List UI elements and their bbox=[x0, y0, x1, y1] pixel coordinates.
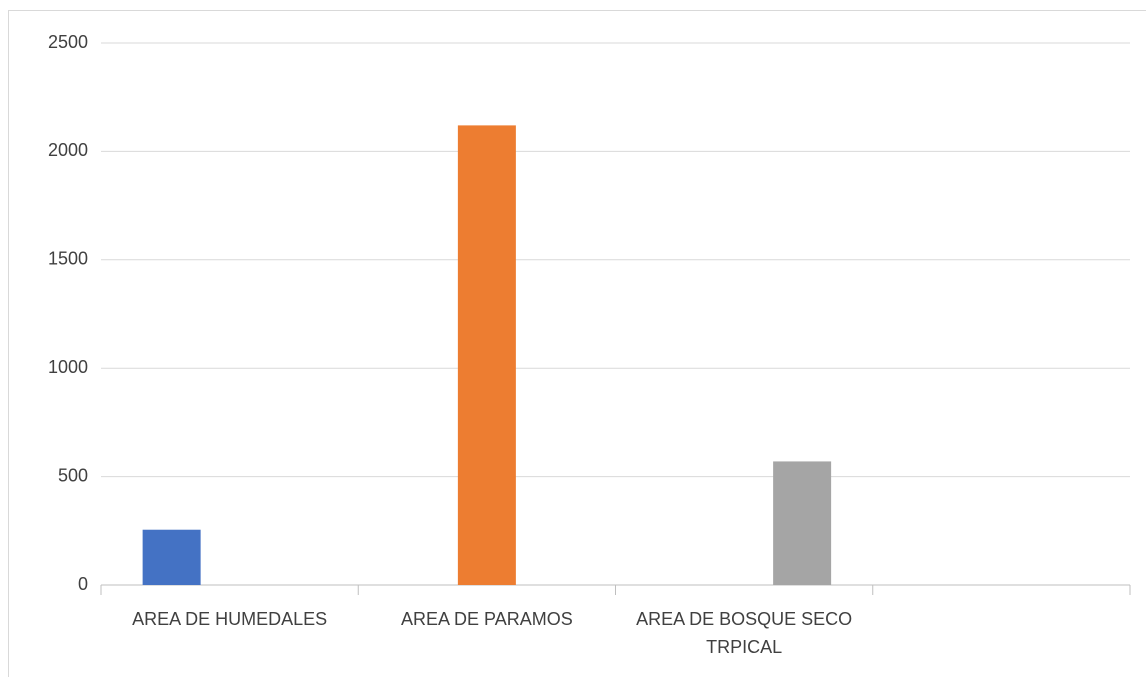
x-tick-label: AREA DE PARAMOS bbox=[401, 609, 573, 629]
y-tick-label: 1000 bbox=[48, 357, 88, 377]
bar bbox=[457, 125, 516, 585]
bar bbox=[773, 461, 832, 585]
bar bbox=[142, 529, 201, 585]
y-tick-label: 2000 bbox=[48, 140, 88, 160]
x-tick-label: AREA DE BOSQUE SECO TRPICAL bbox=[636, 609, 853, 657]
y-tick-label: 2500 bbox=[48, 32, 88, 52]
y-tick-label: 1500 bbox=[48, 249, 88, 269]
x-tick-label: AREA DE HUMEDALES bbox=[132, 609, 328, 629]
y-tick-label: 500 bbox=[58, 465, 88, 485]
y-tick-label: 0 bbox=[78, 574, 88, 594]
chart-border bbox=[8, 10, 1146, 677]
